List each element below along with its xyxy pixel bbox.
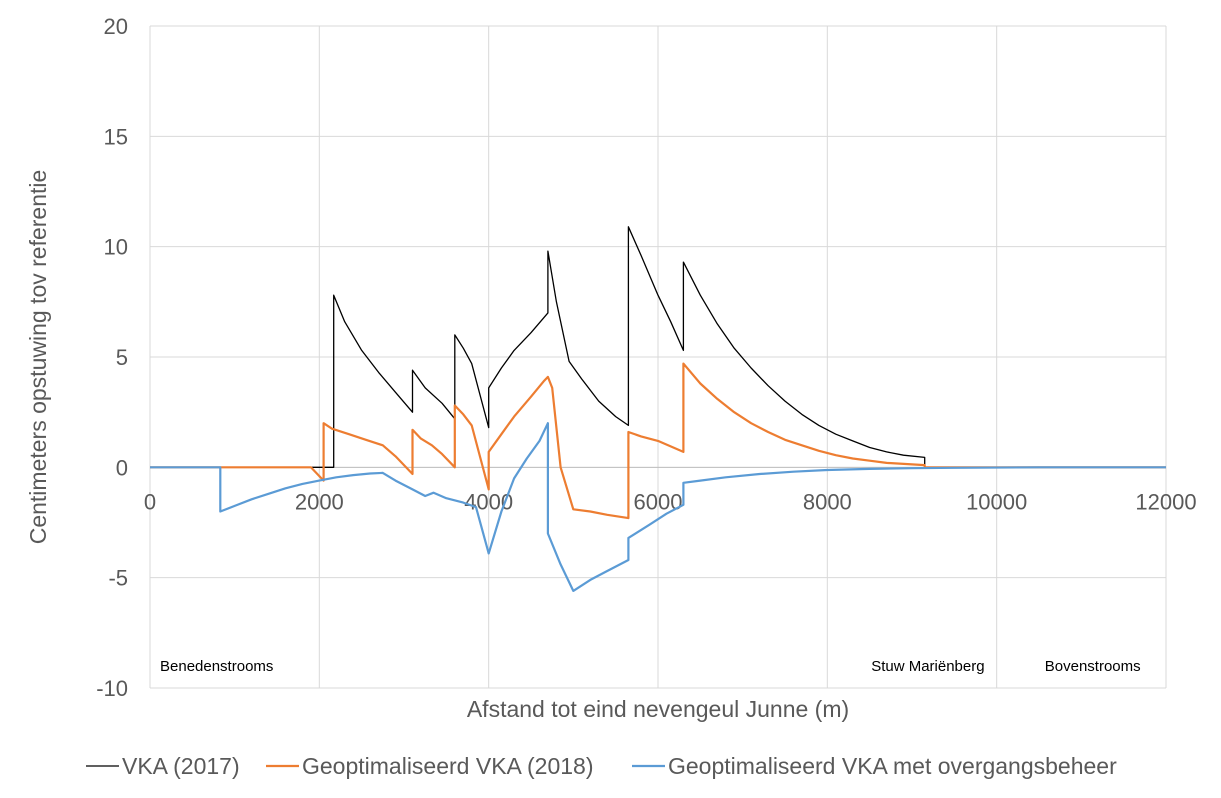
y-tick-label: 5: [116, 345, 128, 370]
series-line-1: [150, 226, 1166, 468]
x-tick-label: 12000: [1135, 489, 1196, 514]
annotation-label: Bovenstrooms: [1045, 658, 1141, 675]
x-tick-label: 10000: [966, 489, 1027, 514]
x-tick-label: 0: [144, 489, 156, 514]
annotation-label: Benedenstrooms: [160, 658, 273, 675]
y-tick-label: -5: [108, 566, 128, 591]
x-tick-label: 8000: [803, 489, 852, 514]
y-tick-label: 10: [104, 235, 128, 260]
legend-label: Geoptimaliseerd VKA met overgangsbeheer: [668, 753, 1117, 779]
y-tick-label: 0: [116, 455, 128, 480]
y-tick-label: 20: [104, 14, 128, 39]
y-axis-ticks: -10 -5 0 5 10 15 20: [96, 14, 128, 701]
x-tick-label: 2000: [295, 489, 344, 514]
y-tick-label: -10: [96, 676, 128, 701]
x-axis-ticks: 0 2000 4000 6000 8000 10000 12000: [144, 489, 1197, 514]
series-line-3: [150, 422, 1166, 592]
series-line-2: [150, 362, 1166, 520]
y-tick-label: 15: [104, 124, 128, 149]
legend: VKA (2017) Geoptimaliseerd VKA (2018) Geop…: [86, 753, 1117, 779]
x-tick-label: 6000: [634, 489, 683, 514]
gridlines: [149, 25, 1167, 689]
y-axis-label: Centimeters opstuwing tov referentie: [25, 170, 51, 545]
legend-label: VKA (2017): [122, 753, 240, 779]
legend-label: Geoptimaliseerd VKA (2018): [302, 753, 594, 779]
x-axis-label: Afstand tot eind nevengeul Junne (m): [467, 696, 849, 722]
annotations: Benedenstrooms Stuw Mariënberg Bovenstroom…: [160, 658, 1141, 675]
annotation-label: Stuw Mariënberg: [871, 658, 984, 675]
series-lines: [150, 226, 1166, 592]
